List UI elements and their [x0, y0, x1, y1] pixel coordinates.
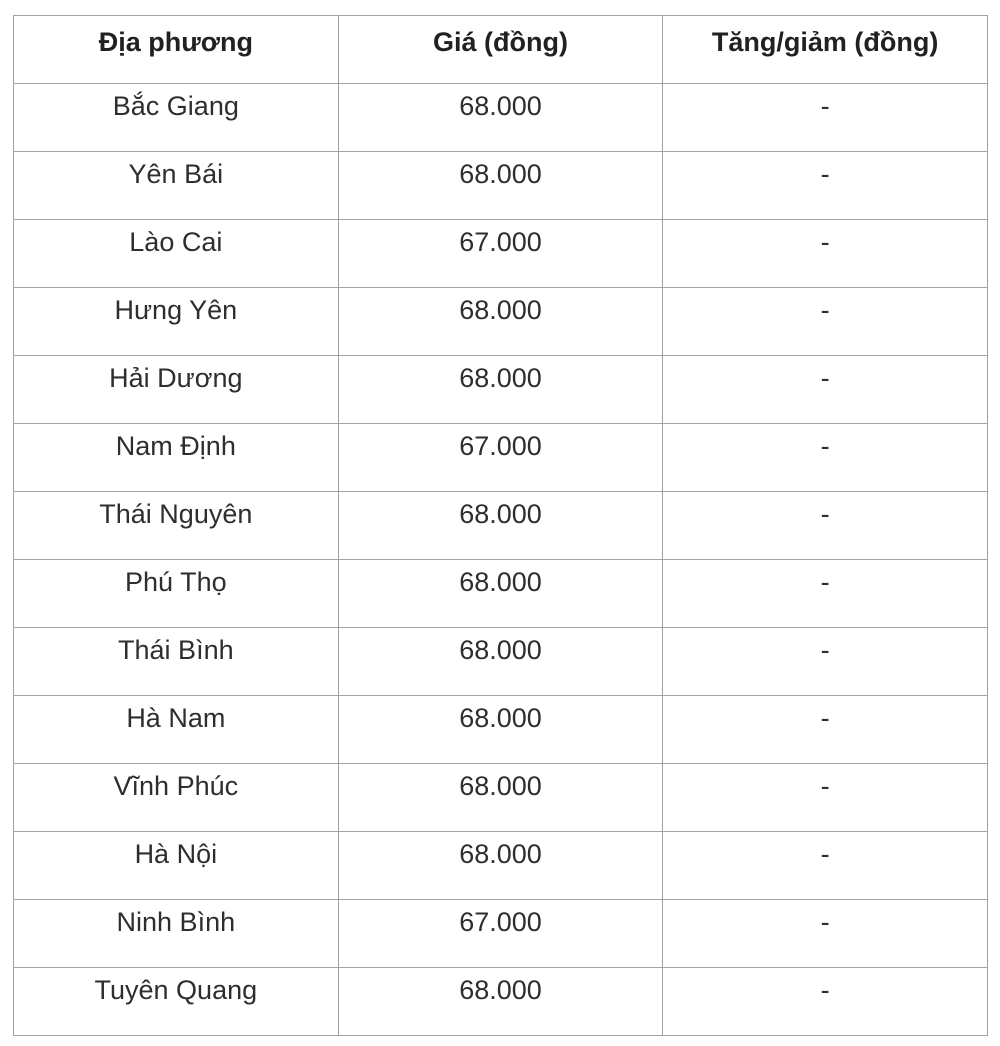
cell-change: - [662, 763, 988, 832]
cell-locality: Ninh Bình [13, 899, 339, 968]
cell-price: 68.000 [337, 491, 664, 560]
column-header-locality: Địa phương [13, 15, 339, 84]
cell-change: - [662, 355, 988, 424]
cell-locality: Hưng Yên [13, 287, 339, 356]
table-row: Lào Cai 67.000 - [13, 219, 988, 288]
table-row: Hà Nội 68.000 - [13, 831, 988, 900]
header-row: Địa phương Giá (đồng) Tăng/giảm (đồng) [13, 15, 988, 84]
cell-price: 67.000 [337, 219, 664, 288]
table-row: Phú Thọ 68.000 - [13, 559, 988, 628]
table-row: Thái Bình 68.000 - [13, 627, 988, 696]
cell-locality: Hải Dương [13, 355, 339, 424]
table-header: Địa phương Giá (đồng) Tăng/giảm (đồng) [13, 15, 988, 84]
cell-locality: Tuyên Quang [13, 967, 339, 1036]
table-row: Nam Định 67.000 - [13, 423, 988, 492]
cell-locality: Bắc Giang [13, 83, 339, 152]
cell-locality: Lào Cai [13, 219, 339, 288]
table-row: Bắc Giang 68.000 - [13, 83, 988, 152]
table-row: Hải Dương 68.000 - [13, 355, 988, 424]
table-row: Hà Nam 68.000 - [13, 695, 988, 764]
cell-price: 68.000 [337, 83, 664, 152]
cell-change: - [662, 491, 988, 560]
cell-change: - [662, 559, 988, 628]
table-row: Yên Bái 68.000 - [13, 151, 988, 220]
table-row: Hưng Yên 68.000 - [13, 287, 988, 356]
table-row: Ninh Bình 67.000 - [13, 899, 988, 968]
cell-change: - [662, 695, 988, 764]
cell-change: - [662, 83, 988, 152]
cell-change: - [662, 627, 988, 696]
cell-change: - [662, 831, 988, 900]
table-row: Tuyên Quang 68.000 - [13, 967, 988, 1036]
cell-price: 68.000 [337, 151, 664, 220]
cell-price: 68.000 [337, 967, 664, 1036]
cell-locality: Nam Định [13, 423, 339, 492]
cell-price: 68.000 [337, 559, 664, 628]
cell-price: 68.000 [337, 627, 664, 696]
table-row: Vĩnh Phúc 68.000 - [13, 763, 988, 832]
cell-change: - [662, 151, 988, 220]
cell-locality: Hà Nam [13, 695, 339, 764]
column-header-price: Giá (đồng) [337, 15, 664, 84]
cell-change: - [662, 287, 988, 356]
column-header-change: Tăng/giảm (đồng) [662, 15, 988, 84]
price-table-container: Địa phương Giá (đồng) Tăng/giảm (đồng) B… [13, 15, 988, 1036]
cell-locality: Thái Nguyên [13, 491, 339, 560]
table-body: Bắc Giang 68.000 - Yên Bái 68.000 - Lào … [13, 83, 988, 1036]
cell-change: - [662, 423, 988, 492]
cell-change: - [662, 967, 988, 1036]
cell-price: 67.000 [337, 899, 664, 968]
cell-locality: Thái Bình [13, 627, 339, 696]
cell-locality: Vĩnh Phúc [13, 763, 339, 832]
cell-locality: Yên Bái [13, 151, 339, 220]
cell-price: 68.000 [337, 355, 664, 424]
cell-price: 68.000 [337, 831, 664, 900]
cell-price: 68.000 [337, 763, 664, 832]
cell-price: 68.000 [337, 287, 664, 356]
table-row: Thái Nguyên 68.000 - [13, 491, 988, 560]
cell-price: 67.000 [337, 423, 664, 492]
cell-locality: Phú Thọ [13, 559, 339, 628]
cell-locality: Hà Nội [13, 831, 339, 900]
cell-price: 68.000 [337, 695, 664, 764]
cell-change: - [662, 899, 988, 968]
cell-change: - [662, 219, 988, 288]
price-table: Địa phương Giá (đồng) Tăng/giảm (đồng) B… [13, 15, 988, 1036]
